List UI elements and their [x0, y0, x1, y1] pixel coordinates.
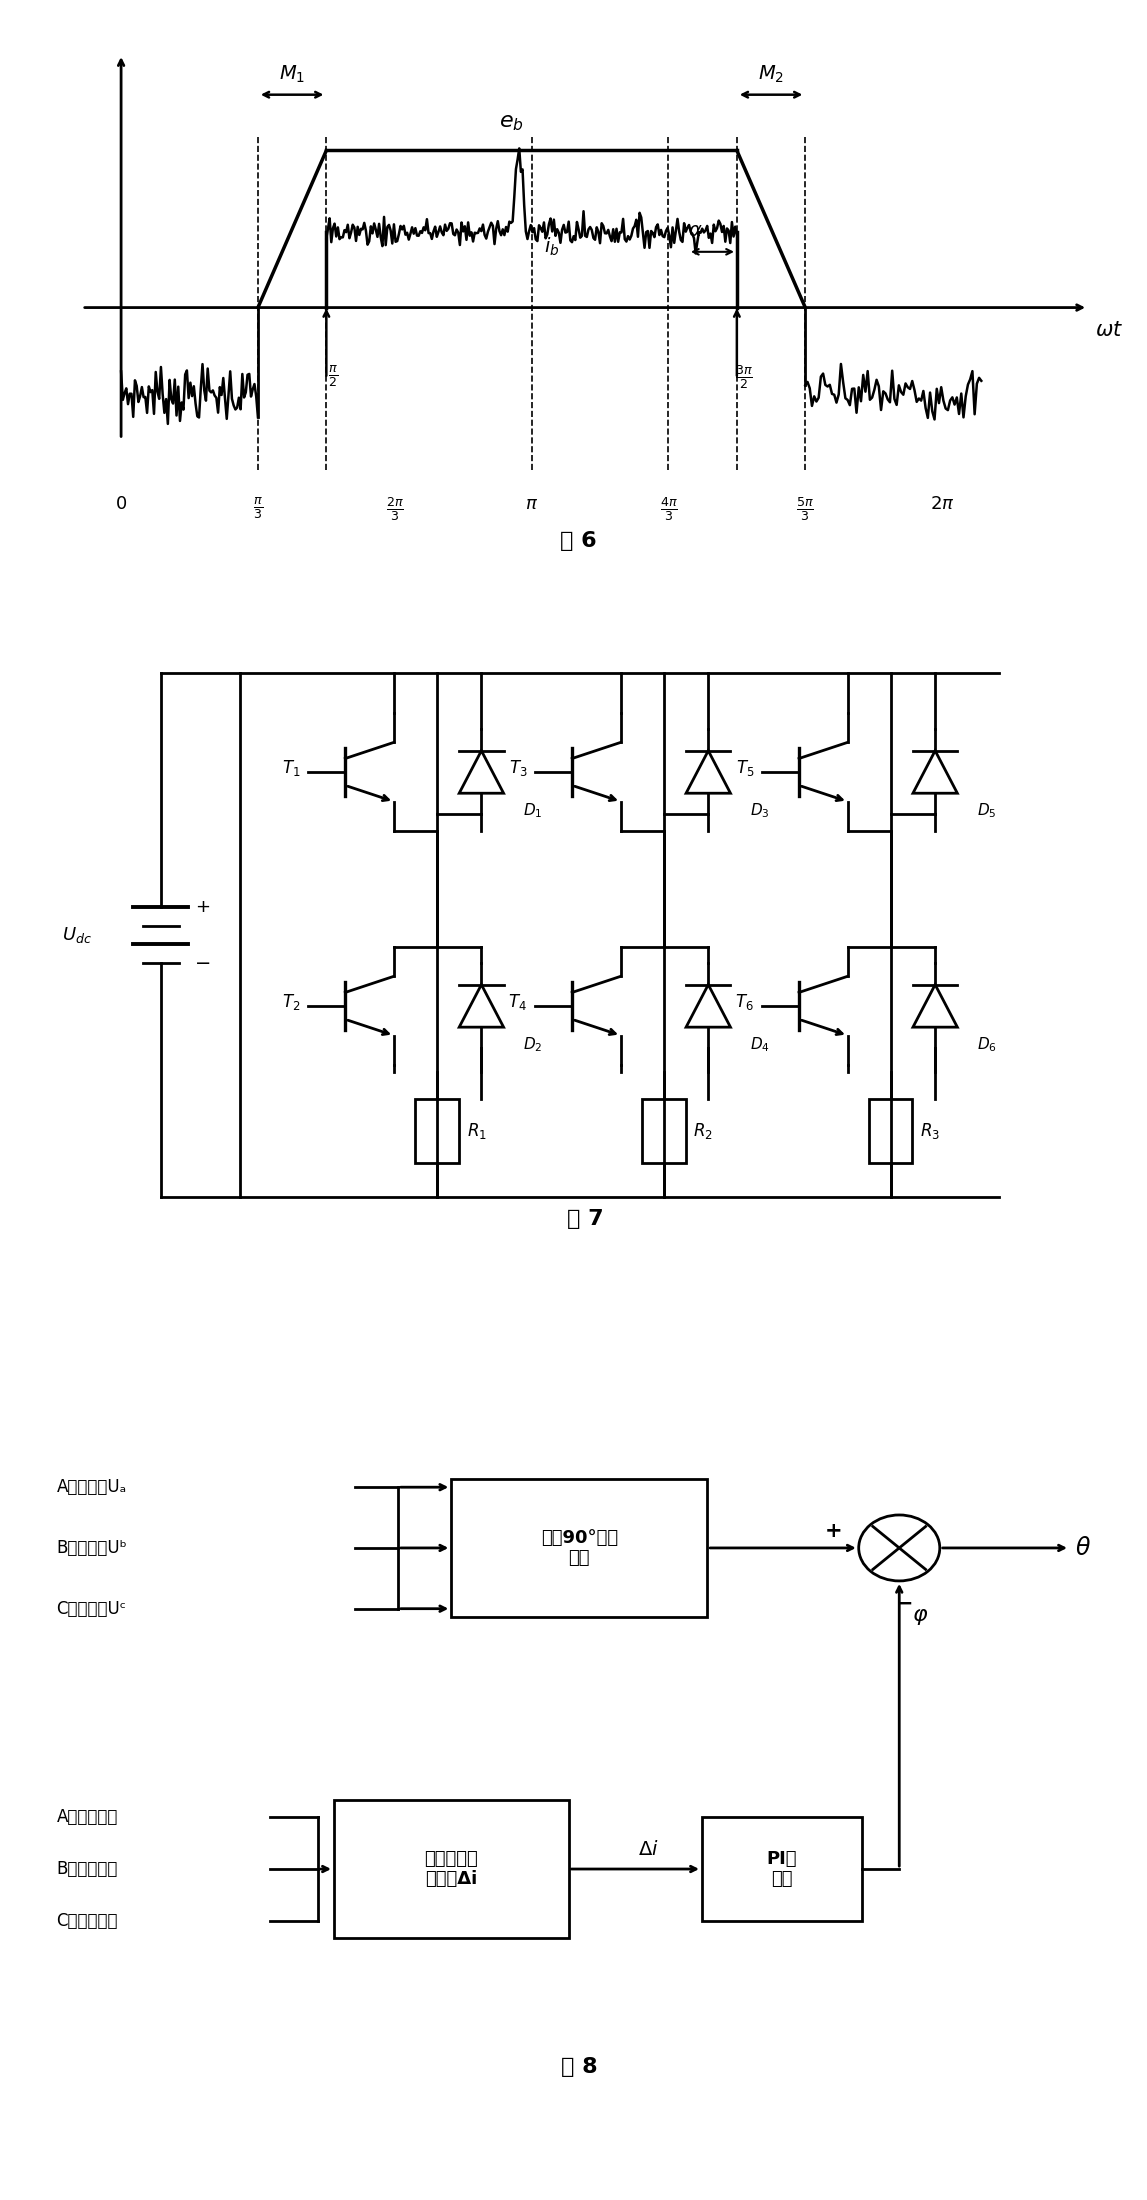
Text: $D_3$: $D_3$	[750, 801, 770, 821]
Text: PI调
节器: PI调 节器	[766, 1850, 797, 1888]
Text: $\frac{4\pi}{3}$: $\frac{4\pi}{3}$	[660, 495, 678, 524]
Bar	[702, 1817, 861, 1921]
Text: $e_b$: $e_b$	[499, 112, 523, 134]
Text: A相端电压Uₐ: A相端电压Uₐ	[56, 1478, 126, 1496]
Text: $M_1$: $M_1$	[279, 64, 305, 84]
Bar	[642, 1100, 686, 1164]
Text: 求取续流电
流偏差Δi: 求取续流电 流偏差Δi	[424, 1850, 478, 1888]
Text: 图 8: 图 8	[561, 2057, 598, 2077]
Text: $\frac{\pi}{3}$: $\frac{\pi}{3}$	[253, 495, 263, 521]
Text: $T_3$: $T_3$	[508, 759, 528, 779]
Text: $\varphi$: $\varphi$	[912, 1606, 928, 1628]
Text: $D_1$: $D_1$	[523, 801, 543, 821]
Bar	[415, 1100, 459, 1164]
Text: $D_5$: $D_5$	[976, 801, 996, 821]
Text: +: +	[825, 1522, 843, 1542]
Text: $R_3$: $R_3$	[920, 1122, 941, 1142]
Text: $\frac{5\pi}{3}$: $\frac{5\pi}{3}$	[796, 495, 814, 524]
Text: $D_6$: $D_6$	[976, 1036, 997, 1054]
Text: $0$: $0$	[115, 495, 127, 513]
Text: $i_b$: $i_b$	[545, 235, 560, 257]
Text: $\frac{3\pi}{2}$: $\frac{3\pi}{2}$	[734, 363, 752, 392]
Text: $R_2$: $R_2$	[694, 1122, 713, 1142]
Text: $D_2$: $D_2$	[523, 1036, 543, 1054]
Text: −: −	[896, 1595, 913, 1615]
Text: 估算90°延时
角度: 估算90°延时 角度	[540, 1529, 618, 1566]
Text: $T_6$: $T_6$	[735, 992, 754, 1012]
Text: $M_2$: $M_2$	[758, 64, 785, 84]
Text: $\Delta i$: $\Delta i$	[638, 1839, 658, 1859]
Text: $R_1$: $R_1$	[467, 1122, 486, 1142]
Text: 图 6: 图 6	[560, 530, 596, 550]
Bar	[451, 1478, 708, 1617]
Text: +: +	[195, 898, 210, 915]
Text: A相续流电流: A相续流电流	[56, 1808, 118, 1826]
Text: $T_2$: $T_2$	[282, 992, 301, 1012]
Text: C相续流电流: C相续流电流	[56, 1912, 118, 1929]
Text: $\alpha$: $\alpha$	[688, 220, 703, 240]
Text: $\theta$: $\theta$	[1075, 1536, 1091, 1560]
Text: $\omega t$: $\omega t$	[1094, 319, 1123, 339]
Text: $U_{dc}$: $U_{dc}$	[62, 924, 92, 946]
Text: 图 7: 图 7	[567, 1210, 603, 1230]
Text: −: −	[195, 955, 212, 972]
Text: $T_1$: $T_1$	[282, 759, 301, 779]
Bar	[334, 1800, 569, 1938]
Text: $D_4$: $D_4$	[750, 1036, 770, 1054]
Text: $\pi$: $\pi$	[525, 495, 538, 513]
Text: B相端电压Uᵇ: B相端电压Uᵇ	[56, 1540, 127, 1558]
Bar	[869, 1100, 913, 1164]
Text: $\frac{2\pi}{3}$: $\frac{2\pi}{3}$	[385, 495, 404, 524]
Text: $\frac{\pi}{2}$: $\frac{\pi}{2}$	[328, 363, 338, 389]
Text: C相端电压Uᶜ: C相端电压Uᶜ	[56, 1599, 126, 1617]
Text: B相续流电流: B相续流电流	[56, 1859, 118, 1879]
Text: $2\pi$: $2\pi$	[930, 495, 954, 513]
Text: $T_4$: $T_4$	[508, 992, 528, 1012]
Text: $T_5$: $T_5$	[735, 759, 754, 779]
